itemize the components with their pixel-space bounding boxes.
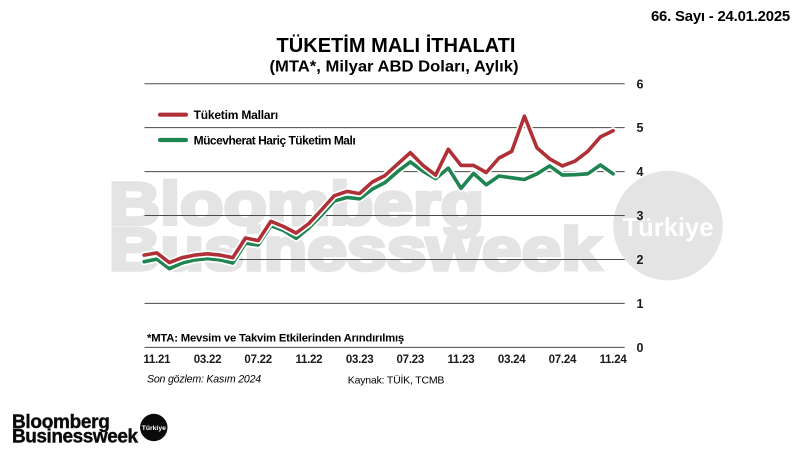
svg-text:07.22: 07.22 [244, 354, 272, 366]
svg-text:(MTA*, Milyar ABD Doları, Aylı: (MTA*, Milyar ABD Doları, Aylık) [270, 59, 519, 76]
svg-text:1: 1 [637, 297, 644, 311]
svg-text:Türkiye: Türkiye [623, 212, 714, 242]
svg-text:Mücevherat Hariç Tüketim Malı: Mücevherat Hariç Tüketim Malı [194, 133, 356, 147]
svg-text:Son gözlem: Kasım 2024: Son gözlem: Kasım 2024 [147, 374, 261, 386]
svg-text:03.24: 03.24 [498, 354, 526, 366]
svg-text:3: 3 [637, 209, 644, 223]
svg-text:4: 4 [637, 165, 644, 179]
svg-text:03.22: 03.22 [194, 354, 222, 366]
svg-text:11.22: 11.22 [295, 354, 322, 366]
svg-text:11.21: 11.21 [143, 354, 171, 366]
svg-text:5: 5 [637, 121, 644, 135]
svg-text:Türkiye: Türkiye [142, 425, 166, 432]
svg-text:6: 6 [637, 77, 644, 91]
svg-text:TÜKETİM MALI İTHALATI: TÜKETİM MALI İTHALATI [277, 34, 516, 57]
svg-text:11.23: 11.23 [448, 354, 475, 366]
svg-text:0: 0 [637, 341, 644, 355]
svg-text:Businessweek: Businessweek [109, 216, 602, 283]
svg-text:Kaynak: TÜİK, TCMB: Kaynak: TÜİK, TCMB [348, 373, 445, 386]
svg-text:07.23: 07.23 [397, 354, 425, 366]
svg-text:Businessweek: Businessweek [12, 427, 138, 448]
svg-text:*MTA: Mevsim ve Takvim Etkiler: *MTA: Mevsim ve Takvim Etkilerinden Arın… [147, 333, 404, 345]
svg-text:11.24: 11.24 [600, 354, 628, 366]
svg-text:Tüketim Malları: Tüketim Malları [194, 108, 278, 122]
svg-text:2: 2 [637, 253, 644, 267]
svg-text:07.24: 07.24 [549, 354, 577, 366]
svg-text:Bloomberg: Bloomberg [12, 412, 110, 433]
svg-text:66. Sayı - 24.01.2025: 66. Sayı - 24.01.2025 [651, 9, 790, 25]
svg-text:03.23: 03.23 [346, 354, 374, 366]
svg-text:Bloomberg: Bloomberg [109, 171, 484, 238]
